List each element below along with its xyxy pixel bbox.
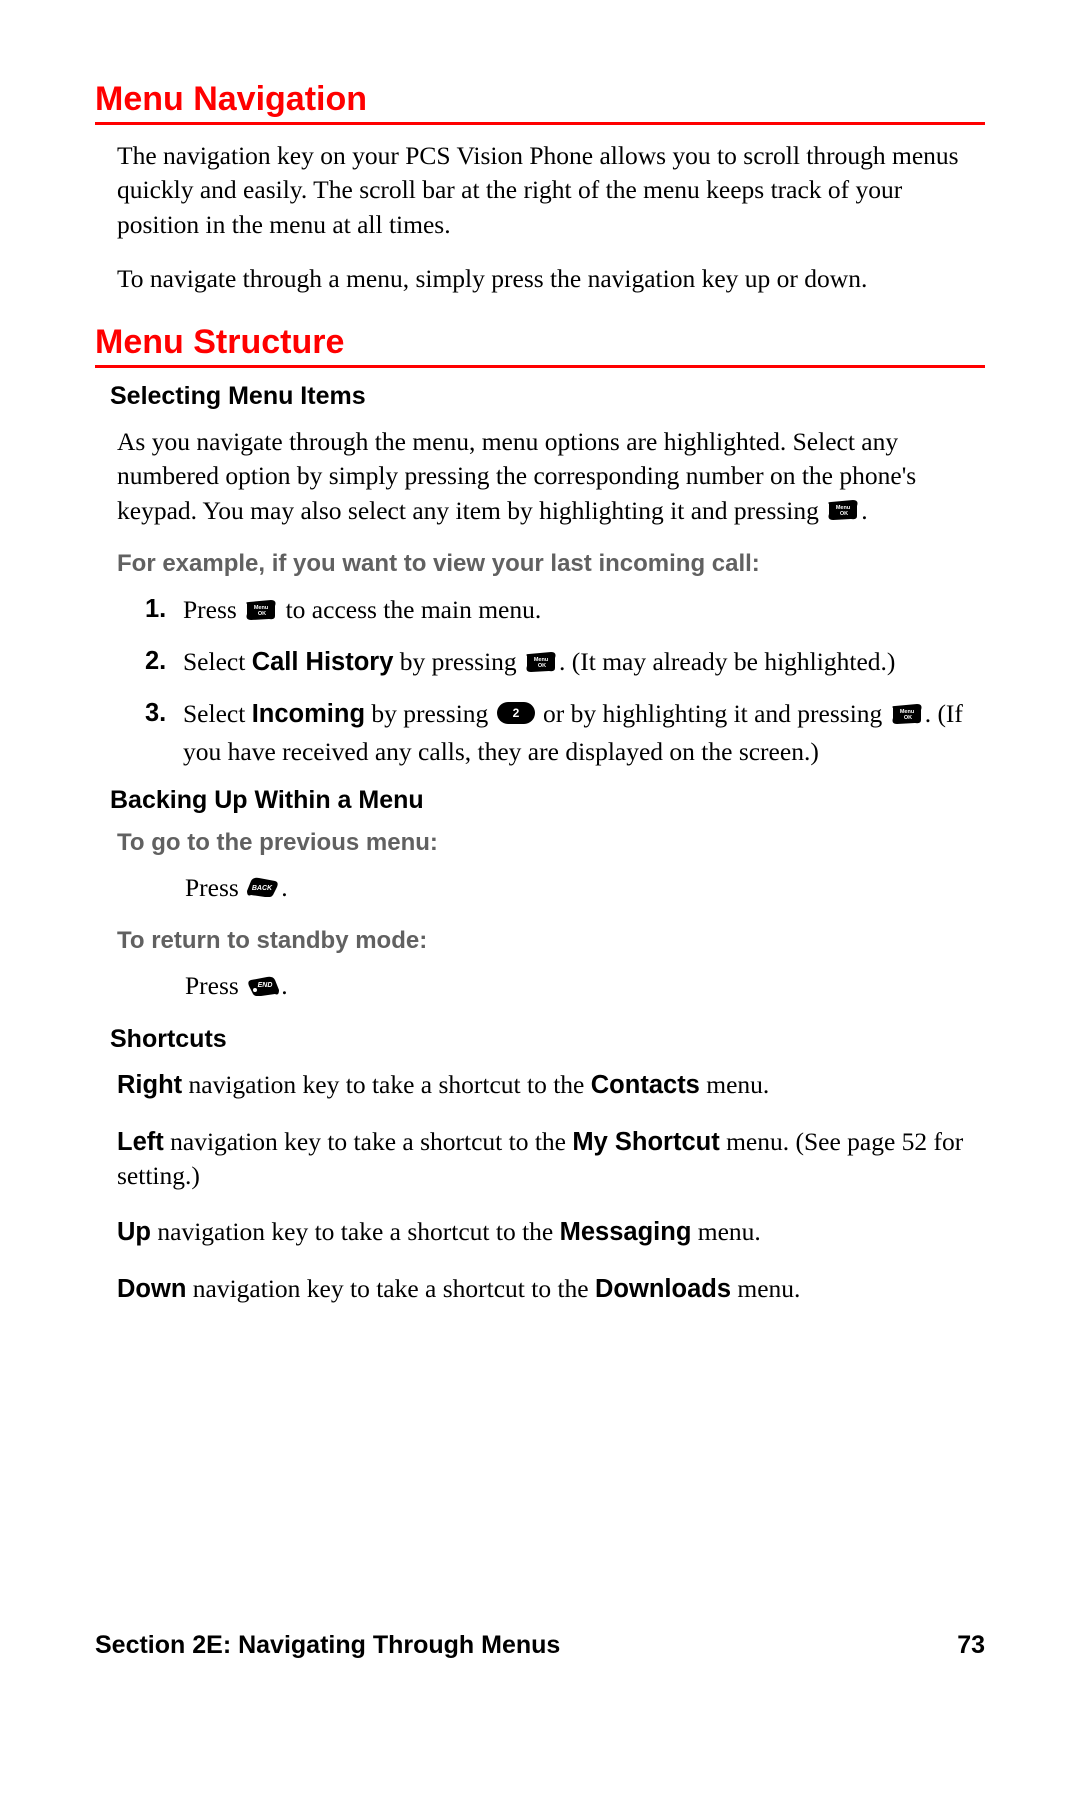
svg-text:BACK: BACK bbox=[252, 885, 273, 892]
menu-ok-key-icon: MenuOK bbox=[891, 698, 923, 734]
nav-paragraph-1: The navigation key on your PCS Vision Ph… bbox=[117, 139, 975, 242]
svg-text:2: 2 bbox=[512, 706, 519, 720]
menu-ok-key-icon: MenuOK bbox=[245, 594, 277, 630]
sc-down-key: Down bbox=[117, 1275, 186, 1303]
sc-down-target: Downloads bbox=[595, 1275, 731, 1303]
page-content: Menu Navigation The navigation key on yo… bbox=[0, 0, 1080, 1306]
menu-ok-key-icon: MenuOK bbox=[525, 646, 557, 682]
sc-up-key: Up bbox=[117, 1218, 151, 1246]
step-2: 2. Select Call History by pressing MenuO… bbox=[145, 644, 985, 682]
sc-down-b: menu. bbox=[731, 1274, 800, 1303]
svg-text:OK: OK bbox=[840, 511, 848, 517]
sc-right-target: Contacts bbox=[591, 1071, 700, 1099]
page-footer: Section 2E: Navigating Through Menus 73 bbox=[95, 1631, 985, 1660]
subheading-selecting: Selecting Menu Items bbox=[110, 382, 985, 411]
step3-text-a: Select bbox=[183, 699, 252, 728]
subheading-shortcuts: Shortcuts bbox=[110, 1025, 985, 1054]
shortcut-up: Up navigation key to take a shortcut to … bbox=[117, 1215, 975, 1249]
subheading-backing: Backing Up Within a Menu bbox=[110, 786, 985, 815]
shortcut-left: Left navigation key to take a shortcut t… bbox=[117, 1125, 975, 1194]
sc-right-a: navigation key to take a shortcut to the bbox=[182, 1070, 591, 1099]
period-2: . bbox=[281, 971, 287, 1000]
sc-up-target: Messaging bbox=[560, 1218, 692, 1246]
footer-page-number: 73 bbox=[957, 1631, 985, 1660]
sc-left-a: navigation key to take a shortcut to the bbox=[164, 1127, 573, 1156]
period-1: . bbox=[281, 873, 287, 902]
shortcut-right: Right navigation key to take a shortcut … bbox=[117, 1068, 975, 1102]
svg-text:END: END bbox=[258, 982, 273, 989]
svg-text:OK: OK bbox=[258, 611, 266, 617]
key-2-icon: 2 bbox=[497, 698, 535, 734]
end-key-icon: END bbox=[247, 971, 279, 1005]
menu-ok-key-icon: MenuOK bbox=[827, 495, 859, 529]
step3-text-b: by pressing bbox=[365, 699, 495, 728]
step1-text-a: Press bbox=[183, 595, 243, 624]
step2-text-b: by pressing bbox=[393, 647, 523, 676]
sc-up-b: menu. bbox=[691, 1217, 760, 1246]
sc-right-key: Right bbox=[117, 1071, 182, 1099]
svg-text:OK: OK bbox=[538, 663, 546, 669]
sel-text-a: As you navigate through the menu, menu o… bbox=[117, 427, 916, 525]
sc-left-target: My Shortcut bbox=[572, 1128, 719, 1156]
step2-bold: Call History bbox=[252, 648, 394, 676]
example-intro: For example, if you want to view your la… bbox=[117, 550, 985, 578]
heading-menu-structure: Menu Structure bbox=[95, 323, 985, 368]
press-text-1: Press bbox=[185, 873, 245, 902]
step2-text-a: Select bbox=[183, 647, 252, 676]
step-2-number: 2. bbox=[145, 644, 183, 682]
back-standby-action: Press END. bbox=[185, 969, 985, 1005]
step-list: 1. Press MenuOK to access the main menu.… bbox=[145, 592, 985, 770]
back-standby-label: To return to standby mode: bbox=[117, 927, 985, 955]
sel-text-b: . bbox=[861, 496, 867, 525]
sc-left-key: Left bbox=[117, 1128, 164, 1156]
shortcut-down: Down navigation key to take a shortcut t… bbox=[117, 1272, 975, 1306]
selecting-paragraph: As you navigate through the menu, menu o… bbox=[117, 425, 975, 530]
step-1: 1. Press MenuOK to access the main menu. bbox=[145, 592, 985, 630]
step-3-content: Select Incoming by pressing 2 or by high… bbox=[183, 696, 985, 770]
footer-section-label: Section 2E: Navigating Through Menus bbox=[95, 1631, 560, 1660]
sc-down-a: navigation key to take a shortcut to the bbox=[186, 1274, 595, 1303]
step3-text-c: or by highlighting it and pressing bbox=[537, 699, 889, 728]
heading-menu-navigation: Menu Navigation bbox=[95, 80, 985, 125]
nav-paragraph-2: To navigate through a menu, simply press… bbox=[117, 262, 975, 296]
step-3-number: 3. bbox=[145, 696, 183, 770]
step1-text-b: to access the main menu. bbox=[279, 595, 541, 624]
step-1-number: 1. bbox=[145, 592, 183, 630]
step-1-content: Press MenuOK to access the main menu. bbox=[183, 592, 985, 630]
back-prev-action: Press BACK. bbox=[185, 871, 985, 907]
sc-up-a: navigation key to take a shortcut to the bbox=[151, 1217, 560, 1246]
back-key-icon: BACK bbox=[247, 872, 279, 906]
back-prev-label: To go to the previous menu: bbox=[117, 829, 985, 857]
step3-bold: Incoming bbox=[252, 700, 365, 728]
step-3: 3. Select Incoming by pressing 2 or by h… bbox=[145, 696, 985, 770]
svg-text:OK: OK bbox=[904, 715, 912, 721]
step-2-content: Select Call History by pressing MenuOK. … bbox=[183, 644, 985, 682]
step2-text-c: . (It may already be highlighted.) bbox=[559, 647, 895, 676]
press-text-2: Press bbox=[185, 971, 245, 1000]
sc-right-b: menu. bbox=[700, 1070, 769, 1099]
